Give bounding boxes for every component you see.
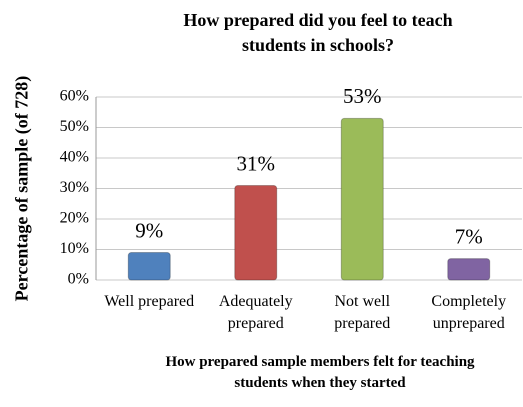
x-tick-label: Well prepared bbox=[104, 293, 195, 310]
bar bbox=[127, 252, 171, 281]
data-label: 53% bbox=[343, 84, 382, 108]
chart-title: How prepared did you feel to teach stude… bbox=[183, 10, 453, 55]
data-label: 31% bbox=[237, 151, 276, 175]
y-tick-label: 10% bbox=[60, 240, 89, 257]
bar bbox=[340, 117, 384, 281]
y-axis-title: Percentage of sample (of 728) bbox=[11, 75, 32, 302]
y-tick-label: 20% bbox=[60, 210, 89, 227]
x-tick-label: Not well prepared bbox=[334, 293, 391, 332]
bar bbox=[234, 184, 278, 281]
y-tick-label: 0% bbox=[68, 271, 89, 288]
y-tick-label: 40% bbox=[60, 149, 89, 166]
x-tick-label: Completely unprepared bbox=[431, 293, 507, 332]
bar bbox=[447, 258, 491, 281]
y-tick-label: 60% bbox=[60, 88, 89, 105]
y-tick-label: 30% bbox=[60, 179, 89, 196]
data-label: 7% bbox=[455, 224, 483, 248]
x-tick-label: Adequately prepared bbox=[218, 293, 293, 332]
data-label: 9% bbox=[135, 218, 163, 242]
y-tick-label: 50% bbox=[60, 118, 89, 135]
x-axis-title: How prepared sample members felt for tea… bbox=[165, 354, 475, 391]
